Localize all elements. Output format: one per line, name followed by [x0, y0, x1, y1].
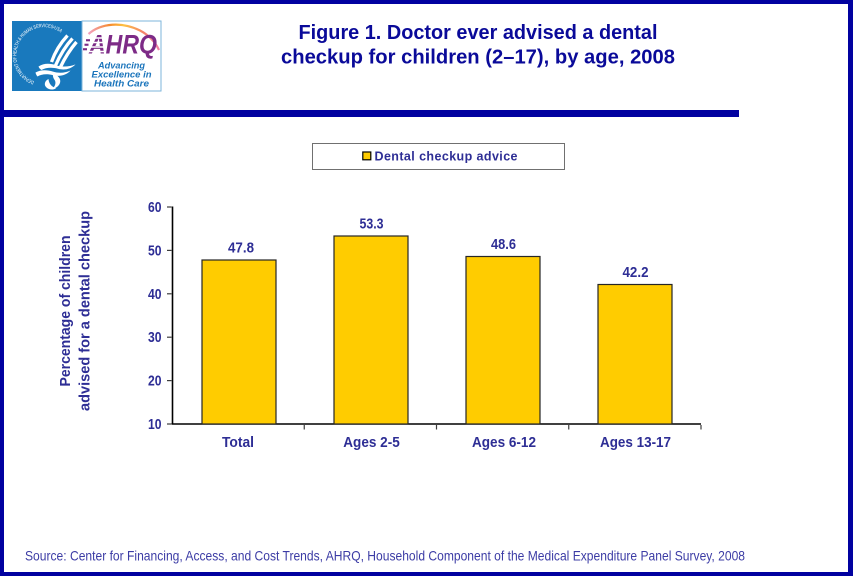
svg-text:47.8: 47.8: [228, 239, 254, 256]
svg-text:Ages 13-17: Ages 13-17: [600, 434, 671, 451]
svg-text:42.2: 42.2: [623, 264, 649, 281]
svg-text:20: 20: [148, 373, 162, 390]
svg-text:Figure 1. Doctor ever advised: Figure 1. Doctor ever advised a dental: [299, 22, 658, 44]
svg-text:Total: Total: [222, 434, 254, 451]
svg-text:53.3: 53.3: [360, 215, 384, 232]
svg-text:40: 40: [148, 286, 162, 303]
svg-text:30: 30: [148, 329, 162, 346]
svg-text:checkup for children (2–17), b: checkup for children (2–17), by age, 200…: [281, 46, 675, 68]
svg-text:AHRQ: AHRQ: [88, 30, 157, 60]
svg-text:Health Care: Health Care: [94, 78, 149, 89]
svg-text:Ages 2-5: Ages 2-5: [343, 434, 400, 451]
svg-text:Advancing: Advancing: [97, 59, 145, 70]
svg-text:Percentage of children: Percentage of children: [57, 236, 74, 387]
svg-text:50: 50: [148, 242, 162, 259]
svg-text:Ages 6-12: Ages 6-12: [472, 434, 536, 451]
svg-text:advised for a dental checkup: advised for a dental checkup: [77, 211, 94, 411]
svg-text:10: 10: [148, 416, 162, 433]
svg-text:Excellence in: Excellence in: [92, 69, 152, 80]
svg-text:48.6: 48.6: [491, 236, 516, 253]
svg-text:Dental checkup advice: Dental checkup advice: [375, 149, 518, 163]
svg-text:60: 60: [148, 199, 162, 216]
svg-text:Source: Center for Financing,: Source: Center for Financing, Access, an…: [25, 547, 745, 563]
